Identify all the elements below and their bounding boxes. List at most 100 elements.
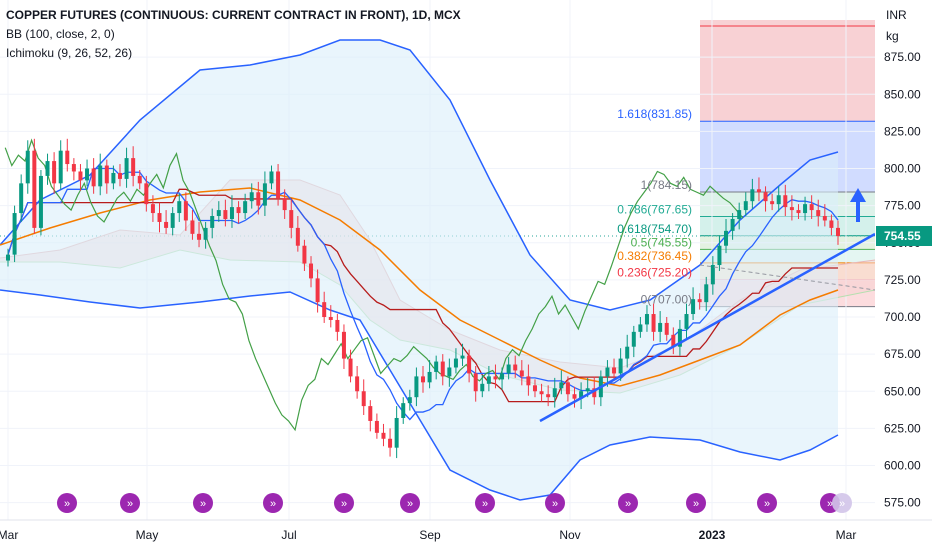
time-tick-label: May xyxy=(136,528,159,542)
candle-body xyxy=(276,171,281,199)
candle-body xyxy=(743,201,748,211)
candle-body xyxy=(730,218,735,231)
price-tick-label: 875.00 xyxy=(884,50,921,64)
candle-body xyxy=(269,171,274,184)
fib-label: 0.236(725.20) xyxy=(617,266,692,280)
price-axis: INRkg875.00850.00825.00800.00775.00750.0… xyxy=(875,0,932,520)
price-tick-label: 800.00 xyxy=(884,162,921,176)
unit-label: kg xyxy=(886,29,899,43)
candle-body xyxy=(579,391,584,399)
event-marker-icon xyxy=(57,493,77,513)
candle-body xyxy=(756,189,761,193)
candle-body xyxy=(638,324,643,332)
event-marker-icon xyxy=(618,493,638,513)
chart-title: COPPER FUTURES (CONTINUOUS: CURRENT CONT… xyxy=(6,8,461,22)
event-marker-icon xyxy=(120,493,140,513)
price-tick-label: 600.00 xyxy=(884,459,921,473)
candle-body xyxy=(98,165,103,187)
candle-body xyxy=(414,376,419,398)
event-marker-icon xyxy=(545,493,565,513)
candle-body xyxy=(526,376,531,386)
candle-body xyxy=(473,373,478,392)
up-arrow-head xyxy=(850,188,866,202)
event-marker-icon xyxy=(832,493,852,513)
candle-body xyxy=(519,370,524,377)
candle-body xyxy=(704,284,709,303)
candle-body xyxy=(671,334,676,347)
price-axis-bg xyxy=(875,0,932,520)
candle-body xyxy=(658,322,663,332)
event-marker-glyph: » xyxy=(552,498,558,510)
candle-body xyxy=(124,158,129,179)
candle-body xyxy=(236,207,241,214)
candle-body xyxy=(612,367,617,374)
candle-body xyxy=(183,201,188,221)
event-marker-glyph: » xyxy=(693,498,699,510)
candle-body xyxy=(421,376,425,383)
candle-body xyxy=(197,233,202,240)
candle-body xyxy=(223,210,228,219)
candle-body xyxy=(71,164,76,172)
event-marker-icon xyxy=(400,493,420,513)
ichimoku-indicator-label[interactable]: Ichimoku (9, 26, 52, 26) xyxy=(6,46,133,60)
price-tick-label: 825.00 xyxy=(884,124,921,138)
price-tick-label: 625.00 xyxy=(884,421,921,435)
event-marker-icon xyxy=(334,493,354,513)
currency-label: INR xyxy=(886,8,907,22)
candle-body xyxy=(32,150,37,228)
candle-body xyxy=(78,171,83,181)
candle-body xyxy=(480,383,485,392)
candle-body xyxy=(552,388,557,398)
event-marker-glyph: » xyxy=(839,498,845,510)
candle-body xyxy=(631,331,636,347)
event-marker-glyph: » xyxy=(200,498,206,510)
candle-body xyxy=(585,388,590,392)
candle-body xyxy=(328,317,333,320)
candle-body xyxy=(131,158,136,176)
event-marker-icon xyxy=(757,493,777,513)
candle-body xyxy=(605,367,610,377)
price-tick-label: 675.00 xyxy=(884,347,921,361)
candle-body xyxy=(803,204,808,214)
candle-body xyxy=(388,438,393,448)
candle-body xyxy=(460,355,465,359)
candle-body xyxy=(302,245,307,264)
candle-body xyxy=(309,263,314,279)
candle-body xyxy=(618,358,623,374)
candle-body xyxy=(763,192,768,202)
candle-body xyxy=(532,385,537,392)
candle-body xyxy=(559,382,564,389)
candle-body xyxy=(45,161,50,176)
bb-indicator-label[interactable]: BB (100, close, 2, 0) xyxy=(6,27,115,41)
candle-body xyxy=(381,432,386,439)
bb-fill xyxy=(0,40,838,500)
candle-body xyxy=(401,403,406,418)
candle-body xyxy=(427,371,432,383)
candle-body xyxy=(717,245,722,266)
candle-body xyxy=(572,394,577,399)
candle-body xyxy=(789,207,794,211)
candle-body xyxy=(809,204,814,211)
event-marker-icon xyxy=(686,493,706,513)
event-marker-icon xyxy=(475,493,495,513)
candle-body xyxy=(644,314,649,325)
price-tick-label: 775.00 xyxy=(884,199,921,213)
candle-body xyxy=(243,201,248,214)
candle-body xyxy=(440,361,445,377)
event-marker-glyph: » xyxy=(64,498,70,510)
candle-body xyxy=(625,346,630,359)
time-tick-label: Mar xyxy=(0,528,18,542)
candle-body xyxy=(453,358,458,368)
candle-body xyxy=(190,220,195,234)
candle-body xyxy=(289,210,294,228)
candles xyxy=(6,138,840,459)
event-marker-glyph: » xyxy=(482,498,488,510)
fib-label: 1(784.15) xyxy=(641,178,692,192)
event-marker-glyph: » xyxy=(827,498,833,510)
event-marker-glyph: » xyxy=(764,498,770,510)
bb-lower xyxy=(0,289,839,501)
candle-body xyxy=(374,420,379,433)
support-trendline xyxy=(539,232,876,423)
